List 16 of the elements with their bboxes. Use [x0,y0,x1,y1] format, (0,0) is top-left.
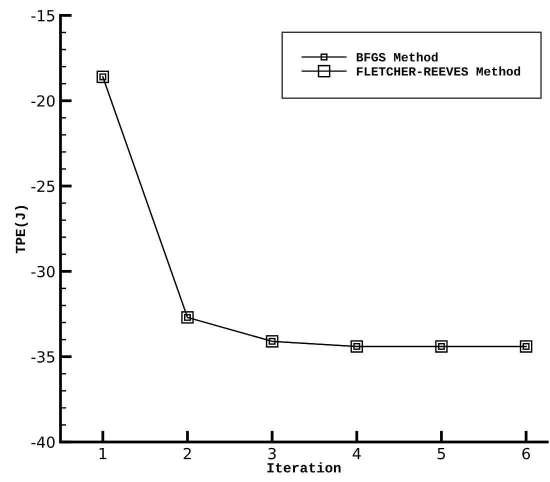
legend-label: FLETCHER-REEVES Method [356,66,520,76]
legend-label: BFGS Method [356,52,438,62]
x-tick-label: 3 [268,448,276,460]
x-tick-label: 6 [522,448,530,460]
x-tick-label: 4 [352,448,361,460]
x-tick-label: 2 [184,448,191,460]
y-tick-label: -35 [31,351,54,363]
x-axis-title: Iteration [267,462,341,473]
x-tick-label: 5 [438,448,445,460]
y-tick-label: -30 [31,266,55,278]
x-tick-label: 1 [100,448,106,460]
y-tick-label: -20 [31,95,55,107]
y-tick-label: -40 [31,436,55,448]
y-tick-label: -15 [31,10,54,22]
y-tick-label: -25 [31,180,54,192]
y-axis-title: TPE(J) [14,206,28,254]
